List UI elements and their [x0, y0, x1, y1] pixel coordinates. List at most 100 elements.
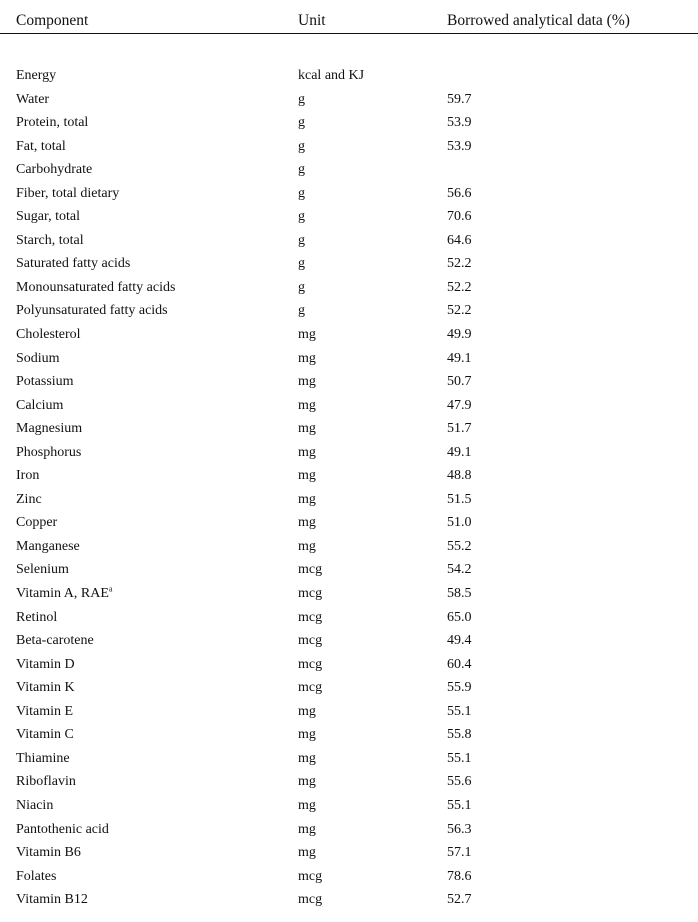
row-component: Vitamin A, RAEa	[16, 585, 112, 602]
row-unit: g	[298, 162, 305, 178]
row-unit: g	[298, 91, 305, 107]
row-unit: mg	[298, 397, 316, 413]
row-unit: mg	[298, 821, 316, 837]
table-row: Sugar, total g 70.6	[16, 209, 698, 233]
row-component: Vitamin B12	[16, 892, 88, 908]
table-row: Zinc mg 51.5	[16, 492, 698, 516]
table-row: Vitamin D mcg 60.4	[16, 657, 698, 681]
row-value: 52.2	[447, 303, 472, 319]
row-component: Beta-carotene	[16, 633, 94, 649]
row-component: Vitamin E	[16, 704, 73, 720]
row-value: 53.9	[447, 138, 472, 154]
row-value: 55.9	[447, 680, 472, 696]
row-value: 56.6	[447, 185, 472, 201]
row-component: Retinol	[16, 610, 57, 626]
row-component-label: Sodium	[16, 350, 60, 366]
row-value: 49.1	[447, 444, 472, 460]
row-component: Pantothenic acid	[16, 822, 109, 838]
row-value: 51.0	[447, 515, 472, 531]
row-value: 52.7	[447, 892, 472, 908]
row-unit: mcg	[298, 633, 323, 649]
row-value: 56.3	[447, 821, 472, 837]
row-unit: mg	[298, 350, 316, 366]
row-value: 51.7	[447, 421, 472, 437]
row-value: 59.7	[447, 91, 472, 107]
row-component: Fat, total	[16, 139, 66, 155]
header-borrowed-data: Borrowed analytical data (%)	[447, 12, 630, 29]
table-row: Riboflavin mg 55.6	[16, 774, 698, 798]
table-row: Vitamin B6 mg 57.1	[16, 845, 698, 869]
table-row: Fiber, total dietary g 56.6	[16, 186, 698, 210]
row-value: 55.8	[447, 727, 472, 743]
table-row: Thiamine mg 55.1	[16, 751, 698, 775]
row-component-label: Starch, total	[16, 232, 84, 248]
row-component-label: Vitamin A, RAE	[16, 586, 109, 602]
row-unit: g	[298, 303, 305, 319]
row-unit: mcg	[298, 562, 323, 578]
row-component: Phosphorus	[16, 445, 81, 461]
table-header-row: Component Unit Borrowed analytical data …	[0, 10, 698, 34]
row-value: 60.4	[447, 656, 472, 672]
row-value: 54.2	[447, 562, 472, 578]
row-unit: mg	[298, 703, 316, 719]
table-row: Retinol mcg 65.0	[16, 610, 698, 634]
table-row: Magnesium mg 51.7	[16, 421, 698, 445]
row-value: 52.2	[447, 279, 472, 295]
row-unit: mg	[298, 491, 316, 507]
row-component-label: Thiamine	[16, 750, 70, 766]
row-component: Folates	[16, 869, 56, 885]
table-row: Potassium mg 50.7	[16, 374, 698, 398]
row-component-label: Vitamin D	[16, 656, 75, 672]
row-unit: mg	[298, 327, 316, 343]
row-unit: mg	[298, 727, 316, 743]
row-component: Potassium	[16, 374, 74, 390]
row-unit: mg	[298, 750, 316, 766]
table-row: Beta-carotene mcg 49.4	[16, 633, 698, 657]
row-value: 51.5	[447, 491, 472, 507]
row-component: Iron	[16, 468, 39, 484]
row-unit: mg	[298, 774, 316, 790]
table-row: Water g 59.7	[16, 92, 698, 116]
row-unit: mg	[298, 845, 316, 861]
row-value: 55.1	[447, 750, 472, 766]
row-value: 65.0	[447, 609, 472, 625]
row-unit: mcg	[298, 868, 323, 884]
row-component-label: Manganese	[16, 538, 80, 554]
row-unit: kcal and KJ	[298, 68, 365, 83]
row-component-label: Folates	[16, 868, 57, 884]
row-value: 48.8	[447, 468, 472, 484]
row-component: Manganese	[16, 539, 80, 555]
row-component-label: Beta-carotene	[16, 633, 94, 649]
row-component-label: Potassium	[16, 374, 74, 390]
row-component-label: Energy	[16, 68, 57, 83]
header-unit: Unit	[298, 12, 326, 29]
row-unit: mcg	[298, 680, 323, 696]
table-row: Vitamin A, RAEa mcg 58.5	[16, 585, 698, 610]
row-component-label: Vitamin K	[16, 680, 75, 696]
row-component: Niacin	[16, 798, 53, 814]
row-component-label: Calcium	[16, 397, 64, 413]
row-value: 52.2	[447, 256, 472, 272]
row-component-label: Water	[16, 91, 50, 107]
row-component: Monounsaturated fatty acids	[16, 280, 175, 296]
row-unit: g	[298, 138, 305, 154]
row-value: 49.1	[447, 350, 472, 366]
nutrient-table: Component Unit Borrowed analytical data …	[0, 10, 698, 916]
table-row: Protein, total g 53.9	[16, 115, 698, 139]
row-component: Carbohydrate	[16, 162, 92, 178]
table-row: Iron mg 48.8	[16, 468, 698, 492]
table-row: Phosphorus mg 49.1	[16, 445, 698, 469]
table-row: Niacin mg 55.1	[16, 798, 698, 822]
row-value: 49.4	[447, 633, 472, 649]
row-component-label: Vitamin B6	[16, 845, 81, 861]
table-row: Selenium mcg 54.2	[16, 562, 698, 586]
table-row: Vitamin E mg 55.1	[16, 704, 698, 728]
row-value: 58.5	[447, 586, 472, 602]
row-component-label: Vitamin C	[16, 727, 74, 743]
table-row: Manganese mg 55.2	[16, 539, 698, 563]
row-component-label: Carbohydrate	[16, 162, 93, 178]
row-component-label: Cholesterol	[16, 327, 81, 343]
table-row: Vitamin B12 mcg 52.7	[16, 892, 698, 916]
row-component: Starch, total	[16, 233, 84, 249]
row-value: 57.1	[447, 845, 472, 861]
